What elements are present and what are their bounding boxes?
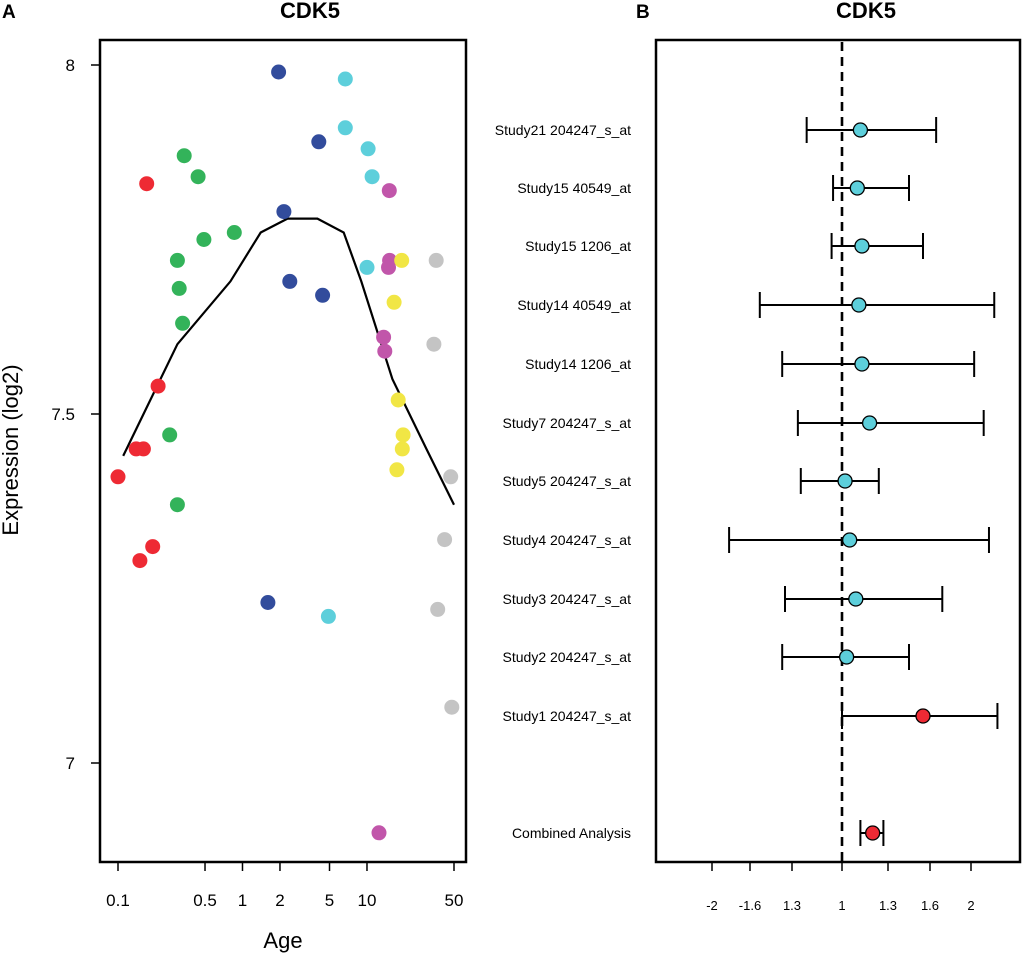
- panel-a-point-gray: [426, 336, 442, 352]
- panel-b-study-label: Study7 204247_s_at: [503, 415, 632, 431]
- panel-b-estimate-point: [865, 825, 881, 841]
- panel-b-study-label: Study2 204247_s_at: [503, 649, 632, 665]
- panel-a-point-navy: [276, 204, 292, 220]
- panel-a-y-label: Expression (log2): [0, 364, 23, 535]
- panel-b-estimate-point: [852, 122, 869, 138]
- panel-a-point-green: [226, 225, 242, 240]
- panel-a-point-yellow: [394, 441, 410, 457]
- panel-b-rows: Study21 204247_s_at Study15 40549_at Study…: [495, 117, 999, 846]
- panel-b-study-label: Study15 1206_at: [525, 238, 631, 254]
- panel-a-x-tick-label: 50: [445, 891, 464, 910]
- panel-a-y-axis: 77.58: [51, 56, 100, 773]
- panel-a-point-cyan: [359, 259, 375, 275]
- panel-b-letter: B: [636, 2, 650, 23]
- panel-a-x-tick-label: 10: [358, 891, 377, 910]
- panel-a-point-green: [190, 169, 206, 185]
- panel-a-point-red: [132, 553, 148, 569]
- panel-a-letter: A: [2, 2, 16, 23]
- panel-b-estimate-point: [842, 532, 858, 548]
- panel-b-estimate-point: [851, 297, 867, 313]
- panel-a-point-magenta: [381, 183, 397, 199]
- panel-b-x-tick-label: -2: [706, 898, 718, 913]
- panel-b-x-tick-label: 1.3: [783, 898, 801, 913]
- panel-b-estimate-point: [854, 356, 870, 372]
- panel-a-point-cyan: [337, 71, 353, 87]
- panel-b-x-tick-label: 1.3: [879, 898, 897, 913]
- panel-a-point-navy: [260, 595, 276, 610]
- panel-b-title: CDK5: [836, 0, 896, 23]
- panel-b-study-label: Study4 204247_s_at: [503, 532, 632, 548]
- panel-a-point-magenta: [381, 259, 396, 275]
- panel-b-estimate-point: [849, 180, 865, 196]
- panel-a-point-cyan: [320, 608, 336, 624]
- panel-b-frame: [654, 38, 1022, 864]
- panel-a-x-axis: 0.1 0.5 1 2 5 10 50: [106, 862, 463, 910]
- panel-a-x-tick-label: 0.5: [193, 891, 217, 910]
- panel-b-study-label: Study14 1206_at: [525, 356, 631, 372]
- panel-a-point-magenta: [376, 329, 392, 345]
- panel-a-point-magenta: [377, 343, 393, 359]
- panel-a-title: CDK5: [280, 0, 340, 23]
- panel-b-x-tick-label: 1: [838, 898, 845, 913]
- panel-b-estimate-point: [854, 238, 870, 254]
- panel-a-point-navy: [282, 273, 298, 289]
- panel-a-x-tick-label: 1: [238, 891, 247, 910]
- panel-a-point-green: [175, 315, 191, 331]
- panel-a-x-tick-label: 0.1: [106, 891, 130, 910]
- panel-a-point-red: [150, 378, 166, 394]
- panel-a-point-gray: [443, 469, 459, 485]
- panel-a-y-tick-label: 7.5: [51, 405, 75, 424]
- panel-a-point-green: [169, 252, 185, 268]
- panel-a-point-gray: [444, 699, 460, 715]
- panel-a-x-label: Age: [263, 928, 302, 953]
- panel-a-point-green: [196, 232, 212, 247]
- panel-b-estimate-point: [837, 473, 853, 489]
- panel-a-x-tick-label: 2: [275, 891, 284, 910]
- panel-b-study-label: Study21 204247_s_at: [495, 122, 631, 138]
- panel-a-point-cyan: [364, 169, 380, 185]
- panel-b-study-label: Study15 40549_at: [517, 180, 631, 196]
- panel-a-point-gray: [437, 532, 453, 548]
- panel-a-point-green: [162, 427, 178, 443]
- panel-b-estimate-point: [838, 649, 855, 665]
- panel-a-point-navy: [311, 134, 327, 150]
- panel-b-estimate-point: [861, 415, 878, 431]
- panel-a-point-gray: [430, 601, 446, 617]
- panel-b-study-label: Study1 204247_s_at: [503, 708, 632, 724]
- panel-a-point-red: [110, 469, 126, 485]
- panel-a-point-red: [135, 441, 151, 457]
- panel-a-point-yellow: [389, 462, 405, 478]
- panel-b-x-tick-label: -1.6: [739, 898, 761, 913]
- panel-a-point-magenta: [371, 825, 387, 841]
- panel-a-point-red: [139, 176, 155, 192]
- panel-a-point-yellow: [386, 294, 402, 310]
- panel-a-point-cyan: [337, 120, 353, 136]
- panel-a-point-cyan: [360, 141, 376, 157]
- panel-a-x-tick-label: 5: [325, 891, 334, 910]
- panel-b-estimate-point: [915, 708, 931, 724]
- panel-a-point-green: [171, 280, 187, 296]
- panel-a-point-navy: [315, 287, 331, 303]
- panel-b-study-label: Study5 204247_s_at: [503, 473, 632, 489]
- panel-a-frame: [98, 38, 468, 864]
- panel-b-x-axis: -2 -1.6 1.3 1 1.3 1.6 2: [706, 862, 975, 913]
- panel-a-point-red: [145, 539, 161, 555]
- panel-b-study-label: Study14 40549_at: [517, 297, 631, 313]
- panel-a-point-green: [169, 497, 185, 513]
- panel-a-y-tick-label: 7: [66, 754, 75, 773]
- panel-b-study-label: Study3 204247_s_at: [503, 591, 632, 607]
- panel-b-study-label: Combined Analysis: [512, 825, 631, 841]
- panel-a-y-tick-label: 8: [66, 56, 75, 75]
- panel-a-points: [110, 64, 460, 841]
- panel-a-point-yellow: [390, 392, 406, 408]
- panel-b-x-tick-label: 1.6: [921, 898, 939, 913]
- panel-a-point-gray: [428, 252, 444, 268]
- panel-a-point-navy: [271, 64, 287, 80]
- panel-b-estimate-point: [848, 591, 864, 607]
- panel-b-x-tick-label: 2: [967, 898, 974, 913]
- panel-a-point-yellow: [394, 252, 410, 268]
- panel-a-point-yellow: [395, 427, 411, 443]
- panel-a-point-green: [176, 148, 192, 164]
